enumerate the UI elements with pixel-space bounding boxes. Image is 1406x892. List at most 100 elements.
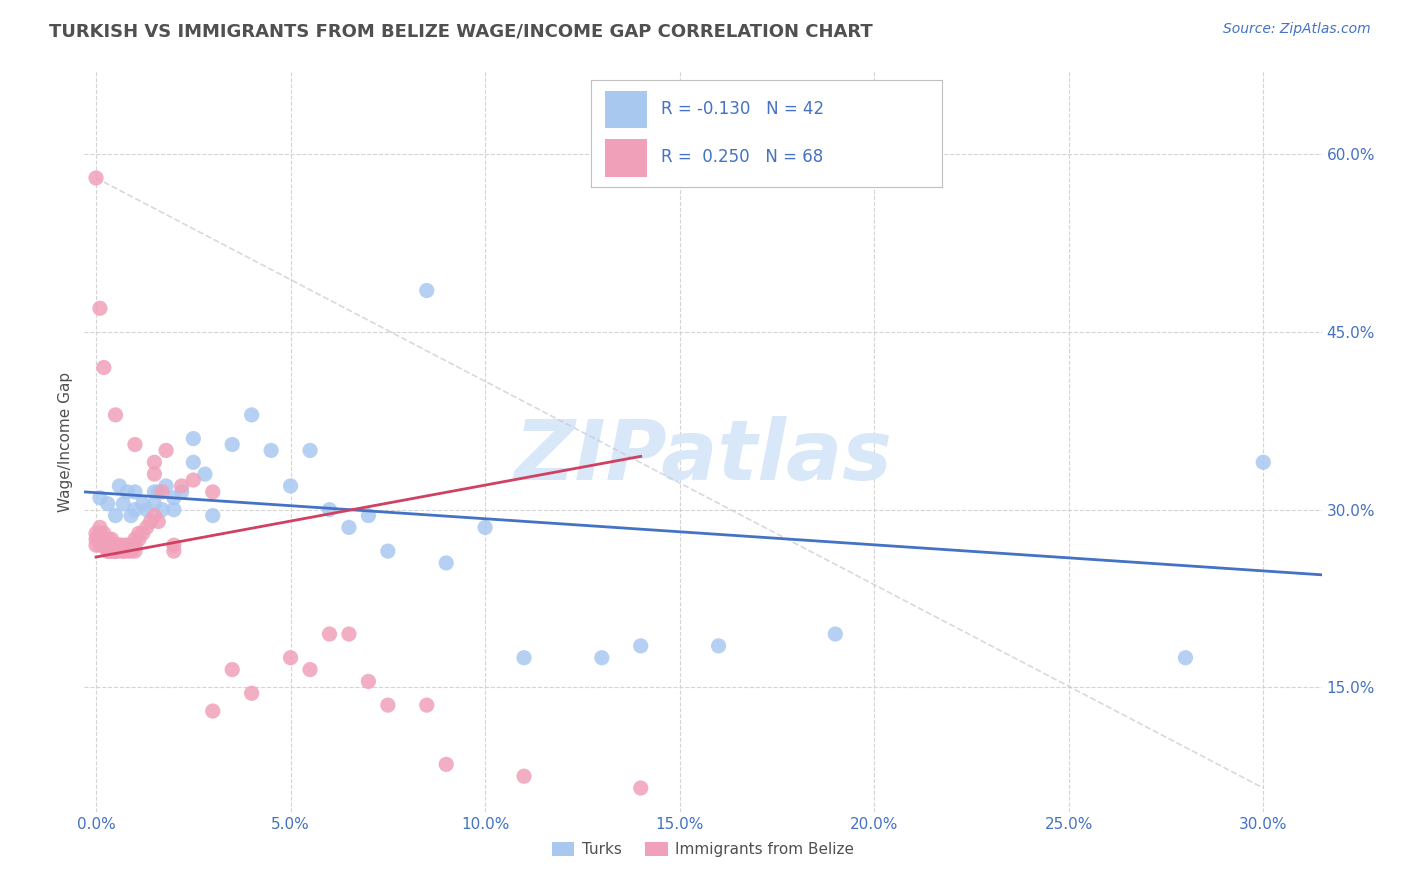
Point: [124, 544, 146, 558]
Point: [124, 437, 146, 451]
Point: [513, 650, 536, 665]
Point: [100, 544, 122, 558]
Point: [377, 544, 399, 558]
Point: [170, 479, 193, 493]
Point: [143, 508, 166, 523]
Point: [240, 408, 263, 422]
Point: [115, 538, 138, 552]
Point: [104, 538, 127, 552]
Point: [591, 650, 613, 665]
Point: [377, 698, 399, 712]
Point: [194, 467, 217, 482]
Point: [434, 556, 457, 570]
Point: [318, 627, 340, 641]
Point: [630, 780, 652, 795]
Point: [97, 533, 120, 547]
Point: [143, 455, 166, 469]
Point: [104, 544, 127, 558]
Point: [89, 491, 111, 505]
Point: [89, 538, 111, 552]
Point: [132, 497, 155, 511]
Point: [299, 443, 322, 458]
Point: [115, 484, 138, 499]
Point: [148, 515, 170, 529]
Point: [357, 674, 380, 689]
Point: [163, 502, 186, 516]
Point: [280, 479, 302, 493]
Point: [1251, 455, 1274, 469]
Point: [155, 479, 177, 493]
Point: [124, 502, 146, 516]
Point: [97, 538, 120, 552]
Point: [84, 526, 107, 541]
Point: [124, 533, 146, 547]
Point: [260, 443, 283, 458]
Point: [93, 360, 115, 375]
Bar: [605, 91, 647, 128]
Point: [630, 639, 652, 653]
Point: [104, 544, 127, 558]
Point: [93, 533, 115, 547]
Point: [416, 284, 439, 298]
Point: [84, 538, 107, 552]
Text: R = -0.130   N = 42: R = -0.130 N = 42: [661, 100, 824, 118]
Point: [135, 520, 157, 534]
Point: [104, 538, 127, 552]
Point: [155, 443, 177, 458]
Text: TURKISH VS IMMIGRANTS FROM BELIZE WAGE/INCOME GAP CORRELATION CHART: TURKISH VS IMMIGRANTS FROM BELIZE WAGE/I…: [49, 22, 873, 40]
Point: [337, 627, 360, 641]
Bar: [605, 139, 647, 177]
Point: [163, 538, 186, 552]
Point: [97, 497, 120, 511]
Point: [139, 515, 162, 529]
Point: [143, 484, 166, 499]
Point: [128, 526, 150, 541]
Point: [112, 544, 135, 558]
Point: [357, 508, 380, 523]
Point: [100, 533, 122, 547]
Point: [97, 544, 120, 558]
Point: [104, 544, 127, 558]
Point: [100, 544, 122, 558]
Point: [434, 757, 457, 772]
Point: [143, 467, 166, 482]
Point: [93, 533, 115, 547]
Point: [100, 538, 122, 552]
Point: [221, 663, 243, 677]
Point: [135, 502, 157, 516]
Point: [416, 698, 439, 712]
Y-axis label: Wage/Income Gap: Wage/Income Gap: [58, 371, 73, 512]
Point: [150, 484, 173, 499]
Point: [115, 544, 138, 558]
Point: [474, 520, 496, 534]
Point: [181, 473, 204, 487]
Point: [299, 663, 322, 677]
Point: [89, 301, 111, 316]
Point: [120, 544, 142, 558]
Point: [148, 484, 170, 499]
Point: [108, 544, 131, 558]
Point: [108, 538, 131, 552]
Text: Source: ZipAtlas.com: Source: ZipAtlas.com: [1223, 22, 1371, 37]
Point: [115, 538, 138, 552]
Point: [112, 497, 135, 511]
Point: [84, 171, 107, 186]
Point: [280, 650, 302, 665]
Point: [89, 533, 111, 547]
Text: R =  0.250   N = 68: R = 0.250 N = 68: [661, 148, 823, 166]
Point: [181, 432, 204, 446]
Point: [97, 544, 120, 558]
Point: [104, 508, 127, 523]
Point: [201, 508, 224, 523]
Point: [221, 437, 243, 451]
Point: [108, 538, 131, 552]
Point: [93, 538, 115, 552]
Point: [150, 502, 173, 516]
Legend: Turks, Immigrants from Belize: Turks, Immigrants from Belize: [546, 836, 860, 863]
Point: [89, 520, 111, 534]
Text: ZIPatlas: ZIPatlas: [515, 416, 891, 497]
Point: [124, 484, 146, 499]
Point: [97, 533, 120, 547]
Point: [104, 408, 127, 422]
Point: [337, 520, 360, 534]
